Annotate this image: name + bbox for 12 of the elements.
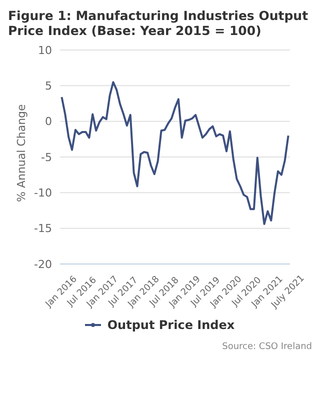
y-tick-label: -5 (41, 150, 52, 164)
legend-label: Output Price Index (106, 318, 235, 332)
y-tick-label: 5 (45, 80, 52, 93)
line-series (60, 81, 290, 226)
chart-title: Figure 1: Manufacturing Industries Output Price Index (Base: Year 2015 = 100) (8, 8, 310, 38)
source-note: Source: CSO Ireland (221, 342, 312, 352)
y-tick-label: -20 (34, 258, 52, 271)
y-tick-label: -15 (34, 222, 52, 236)
y-axis-title: % Annual Change (14, 104, 28, 202)
y-tick-label: 10 (38, 44, 52, 57)
y-tick-label: -10 (34, 186, 52, 200)
y-tick-label: 0 (45, 115, 52, 128)
